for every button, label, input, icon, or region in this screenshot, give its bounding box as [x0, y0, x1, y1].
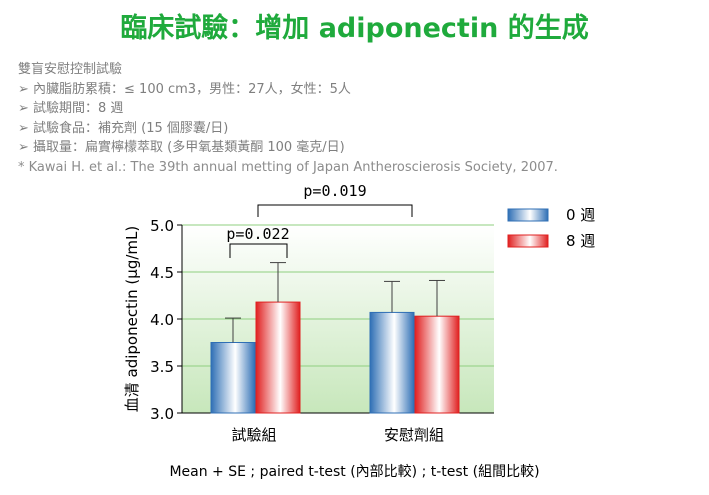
page-title: 臨床試驗：增加 adiponectin 的生成 — [120, 13, 589, 44]
legend-label: 8 週 — [566, 232, 595, 250]
legend-label: 0 週 — [566, 206, 595, 224]
study-info: 雙盲安慰控制試驗 ➢ 內臟脂肪累積：≤ 100 cm3，男性：27人，女性：5人… — [18, 60, 558, 177]
bar — [369, 311, 415, 414]
y-tick-label: 3.0 — [150, 405, 174, 423]
study-item: ➢ 攝取量：扁實檸檬萃取 (多甲氧基類黃酮 100 毫克/日) — [18, 140, 345, 155]
bar — [414, 315, 460, 414]
x-tick-label: 安慰劑組 — [384, 426, 444, 444]
significance-label: p=0.019 — [303, 182, 366, 200]
significance-label: p=0.022 — [226, 225, 289, 243]
reference-note: * Kawai H. et al.: The 39th annual metti… — [18, 159, 558, 175]
legend-swatch — [507, 234, 549, 248]
legend-swatch — [507, 208, 549, 222]
y-tick-label: 4.0 — [150, 311, 174, 329]
study-item: ➢ 內臟脂肪累積：≤ 100 cm3，男性：27人，女性：5人 — [18, 81, 351, 97]
bar — [210, 342, 256, 414]
y-axis-label: 血清 adiponectin (μg/mL) — [123, 226, 141, 412]
y-tick-label: 3.5 — [150, 358, 174, 376]
significance-bracket — [257, 204, 413, 217]
x-tick-label: 試驗組 — [231, 426, 276, 444]
bar — [255, 301, 301, 414]
study-heading: 雙盲安慰控制試驗 — [18, 62, 123, 77]
study-item: ➢ 試驗期間：8 週 — [18, 101, 124, 116]
y-tick-label: 4.5 — [150, 264, 174, 282]
significance-bracket — [229, 243, 288, 258]
study-item: ➢ 試驗食品：補充劑 (15 個膠囊/日) — [18, 120, 229, 136]
y-tick-label: 5.0 — [150, 217, 174, 235]
statistics-footnote: Mean + SE ; paired t-test (內部比較) ; t-tes… — [169, 464, 540, 480]
